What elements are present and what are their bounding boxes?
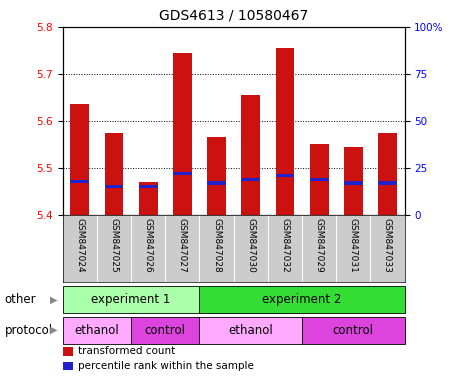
Bar (241, 95, 260, 215)
Bar (310, 144, 328, 215)
Text: GSM847025: GSM847025 (110, 218, 119, 273)
Bar (276, 48, 294, 215)
Text: protocol: protocol (5, 324, 53, 337)
Text: GSM847029: GSM847029 (315, 218, 324, 273)
Bar (63, 286, 199, 313)
Text: GSM847026: GSM847026 (144, 218, 153, 273)
Text: control: control (145, 324, 186, 337)
Text: transformed count: transformed count (78, 346, 175, 356)
Bar (131, 317, 199, 344)
Bar (310, 178, 328, 181)
Bar (241, 178, 260, 181)
Text: GSM847028: GSM847028 (212, 218, 221, 273)
Bar (344, 147, 363, 215)
Text: ▶: ▶ (50, 295, 57, 305)
Bar (105, 133, 123, 215)
Text: GSM847032: GSM847032 (280, 218, 289, 273)
Text: GSM847031: GSM847031 (349, 218, 358, 273)
Bar (207, 137, 226, 215)
Bar (207, 181, 226, 185)
Bar (302, 317, 405, 344)
Text: ▶: ▶ (50, 325, 57, 335)
Bar (378, 181, 397, 185)
Text: GSM847030: GSM847030 (246, 218, 255, 273)
Bar (276, 174, 294, 177)
Title: GDS4613 / 10580467: GDS4613 / 10580467 (159, 9, 308, 23)
Bar (378, 133, 397, 215)
Text: experiment 2: experiment 2 (262, 293, 342, 306)
Bar (71, 180, 89, 183)
Text: experiment 1: experiment 1 (92, 293, 171, 306)
Text: GSM847027: GSM847027 (178, 218, 187, 273)
Text: control: control (333, 324, 374, 337)
Bar (173, 53, 192, 215)
Bar (105, 185, 123, 189)
Bar (71, 104, 89, 215)
Text: GSM847033: GSM847033 (383, 218, 392, 273)
Bar (63, 317, 131, 344)
Bar (139, 182, 158, 215)
Bar (173, 172, 192, 175)
Bar (139, 185, 158, 189)
Bar (344, 181, 363, 185)
Text: ethanol: ethanol (228, 324, 273, 337)
Text: percentile rank within the sample: percentile rank within the sample (78, 361, 253, 371)
Bar (199, 317, 302, 344)
Text: other: other (5, 293, 36, 306)
Bar (199, 286, 405, 313)
Text: ethanol: ethanol (74, 324, 120, 337)
Text: GSM847024: GSM847024 (75, 218, 84, 273)
